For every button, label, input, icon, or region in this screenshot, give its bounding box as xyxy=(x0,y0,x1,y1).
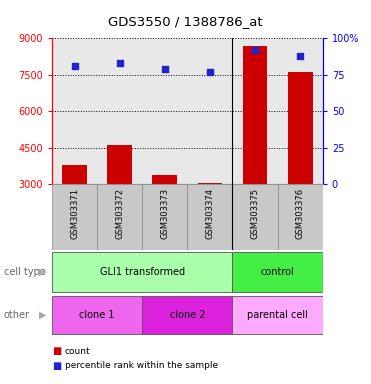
Bar xyxy=(233,296,323,334)
Bar xyxy=(142,184,187,250)
Bar xyxy=(187,184,233,250)
Text: GSM303371: GSM303371 xyxy=(70,188,79,238)
Point xyxy=(162,66,168,72)
Text: ■: ■ xyxy=(52,361,61,371)
Text: percentile rank within the sample: percentile rank within the sample xyxy=(65,361,218,371)
Text: GDS3550 / 1388786_at: GDS3550 / 1388786_at xyxy=(108,15,263,28)
Point xyxy=(117,60,123,66)
Text: ■: ■ xyxy=(52,346,61,356)
Bar xyxy=(52,184,97,250)
Text: clone 1: clone 1 xyxy=(79,310,115,320)
Text: cell type: cell type xyxy=(4,266,46,277)
Text: clone 2: clone 2 xyxy=(170,310,205,320)
Text: parental cell: parental cell xyxy=(247,310,308,320)
Point xyxy=(297,53,303,59)
Text: ▶: ▶ xyxy=(39,310,46,320)
Text: count: count xyxy=(65,347,91,356)
Point xyxy=(72,63,78,69)
Bar xyxy=(152,175,177,184)
Text: GSM303373: GSM303373 xyxy=(160,188,169,239)
Bar xyxy=(233,184,278,250)
Text: ▶: ▶ xyxy=(39,266,46,277)
Bar xyxy=(288,73,313,184)
Bar xyxy=(278,184,323,250)
Bar xyxy=(52,296,142,334)
Point xyxy=(252,47,258,53)
Text: GSM303372: GSM303372 xyxy=(115,188,124,238)
Bar xyxy=(197,183,222,184)
Bar xyxy=(62,165,87,184)
Text: GSM303374: GSM303374 xyxy=(206,188,214,238)
Bar xyxy=(97,184,142,250)
Text: GSM303375: GSM303375 xyxy=(250,188,260,238)
Text: control: control xyxy=(261,266,295,277)
Bar xyxy=(142,296,233,334)
Text: GLI1 transformed: GLI1 transformed xyxy=(100,266,185,277)
Bar xyxy=(243,46,267,184)
Bar xyxy=(107,146,132,184)
Point xyxy=(207,69,213,75)
Text: other: other xyxy=(4,310,30,320)
Text: GSM303376: GSM303376 xyxy=(296,188,305,239)
Bar xyxy=(52,252,233,291)
Bar xyxy=(233,252,323,291)
